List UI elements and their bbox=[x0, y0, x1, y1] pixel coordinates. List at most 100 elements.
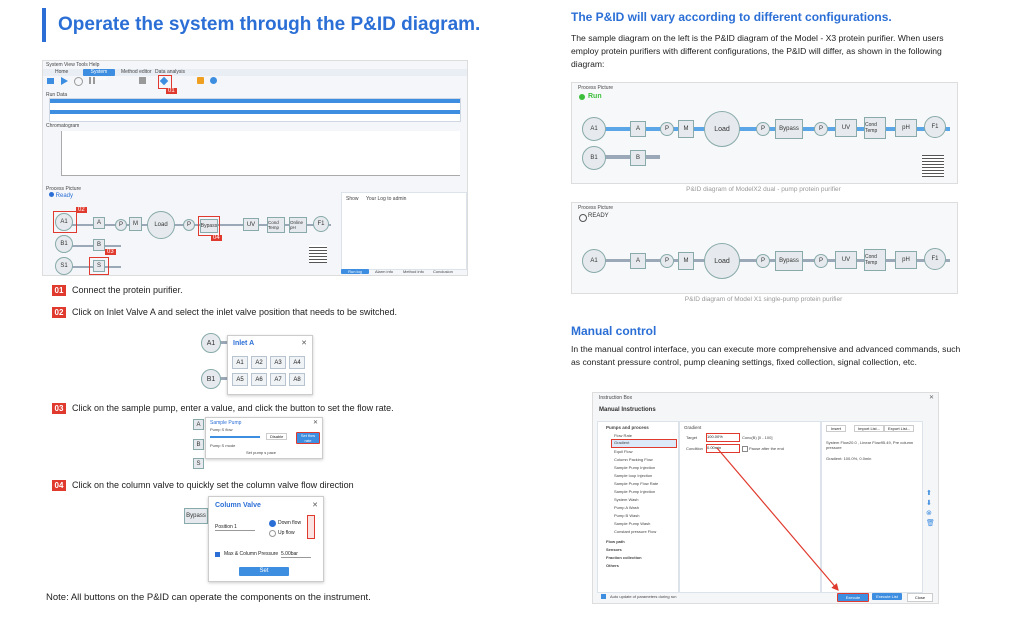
fraction-f1[interactable]: F1 bbox=[313, 216, 329, 232]
connect-button[interactable] bbox=[158, 75, 172, 89]
tab-method-editor[interactable]: Method editor bbox=[121, 69, 152, 75]
tree-item[interactable]: Sample Pump Wash bbox=[614, 521, 651, 526]
pressure-p[interactable]: P bbox=[756, 122, 770, 136]
post-pressure-p[interactable]: P bbox=[814, 254, 828, 268]
inlet-valve-a[interactable]: A bbox=[93, 217, 105, 229]
target-input[interactable]: 100.00% bbox=[706, 433, 740, 442]
fraction-f1[interactable]: F1 bbox=[924, 116, 946, 138]
down-flow-radio[interactable] bbox=[269, 520, 276, 527]
uv-detector[interactable]: UV bbox=[835, 119, 857, 137]
tree-root[interactable]: Pumps and process bbox=[606, 425, 649, 430]
tab-method-info[interactable]: Method info bbox=[403, 269, 424, 274]
close-icon[interactable]: ✕ bbox=[301, 340, 307, 347]
execute-list-button[interactable]: Execute List bbox=[872, 593, 902, 600]
delete-icon[interactable]: 🗑 bbox=[926, 520, 935, 527]
pause-checkbox[interactable] bbox=[742, 446, 748, 452]
mixer-m[interactable]: M bbox=[678, 120, 694, 138]
run-icon[interactable] bbox=[61, 77, 68, 85]
tree-item[interactable]: Sample loop Injection bbox=[614, 473, 653, 478]
valve-a[interactable]: A bbox=[193, 419, 204, 430]
position-a4[interactable]: A4 bbox=[289, 356, 305, 369]
tree-item[interactable]: Pump B Wash bbox=[614, 513, 640, 518]
bypass-node[interactable]: Bypass bbox=[184, 508, 208, 524]
inlet-a1[interactable]: A1 bbox=[582, 117, 606, 141]
close-icon[interactable]: ✕ bbox=[312, 502, 318, 509]
inlet-a1[interactable]: A1 bbox=[55, 213, 73, 231]
mixer-m[interactable]: M bbox=[129, 217, 142, 231]
close-button[interactable]: Close bbox=[907, 593, 933, 602]
up-flow-radio[interactable] bbox=[269, 530, 276, 537]
tree-item[interactable]: System Wash bbox=[614, 497, 639, 502]
inlet-valve-a[interactable]: A bbox=[630, 121, 646, 137]
pump-p[interactable]: P bbox=[115, 219, 127, 231]
tree-item-gradient-selected[interactable] bbox=[611, 439, 677, 448]
tree-group[interactable]: Fraction collection bbox=[606, 555, 642, 560]
window-close-icon[interactable]: ✕ bbox=[928, 395, 934, 401]
load-valve[interactable]: Load bbox=[704, 111, 740, 147]
pump-mode-value[interactable]: Set pump s pace bbox=[246, 450, 277, 455]
tree-group[interactable]: Sensors bbox=[606, 547, 622, 552]
online-ph[interactable]: Online pH bbox=[289, 217, 307, 233]
tab-data-analysis[interactable]: Data analysis bbox=[155, 69, 186, 75]
inlet-b1[interactable]: B1 bbox=[55, 235, 73, 253]
position-a1[interactable]: A1 bbox=[232, 356, 248, 369]
post-pressure-p[interactable]: P bbox=[814, 122, 828, 136]
tree-item[interactable]: Flow Rate bbox=[614, 433, 633, 438]
tree-item[interactable]: Column Packing Flow bbox=[614, 457, 653, 462]
set-flow-rate-button[interactable]: Set flow rate bbox=[296, 432, 320, 444]
remove-icon[interactable]: ⊗ bbox=[926, 510, 932, 517]
insert-button[interactable]: Insert bbox=[826, 425, 847, 432]
inlet-a1[interactable]: A1 bbox=[582, 249, 606, 273]
inlet-a1[interactable]: A1 bbox=[201, 333, 221, 353]
tab-run-log[interactable]: Run log bbox=[341, 269, 369, 274]
tree-item[interactable]: Sample Pump Flow Rate bbox=[614, 481, 659, 486]
tab-home[interactable]: Home bbox=[55, 69, 69, 75]
tree-item[interactable]: Constant pressure Flow bbox=[614, 529, 657, 534]
tree-item[interactable]: Pump A Wash bbox=[614, 505, 639, 510]
move-up-icon[interactable]: ⬆ bbox=[926, 490, 932, 497]
tab-alarm[interactable]: Alarm info bbox=[375, 269, 394, 274]
position-a5[interactable]: A5 bbox=[232, 373, 248, 386]
close-icon[interactable]: ✕ bbox=[312, 420, 318, 426]
column-bypass[interactable]: Bypass bbox=[775, 119, 803, 139]
ph-meter[interactable]: pH bbox=[895, 119, 917, 137]
valve-s[interactable]: S bbox=[193, 458, 204, 469]
tab-system-control[interactable]: System control bbox=[83, 69, 115, 82]
position-a8[interactable]: A8 bbox=[289, 373, 305, 386]
load-valve[interactable]: Load bbox=[147, 211, 175, 239]
inlet-valve-b[interactable]: B bbox=[93, 239, 105, 251]
inlet-valve-a[interactable]: A bbox=[630, 253, 646, 269]
column-valve-bypass[interactable]: Bypass bbox=[200, 219, 218, 233]
position-a7[interactable]: A7 bbox=[270, 373, 286, 386]
pump-p[interactable]: P bbox=[660, 122, 674, 136]
auto-update-checkbox[interactable] bbox=[601, 594, 606, 599]
disable-button[interactable]: Disable bbox=[266, 433, 288, 440]
position-a3[interactable]: A3 bbox=[270, 356, 286, 369]
flow-slider[interactable] bbox=[210, 436, 260, 438]
inlet-s1[interactable]: S1 bbox=[55, 257, 73, 275]
export-list-button[interactable]: Export List... bbox=[884, 425, 915, 432]
position-select[interactable]: Position 1 bbox=[215, 524, 255, 531]
execute-button[interactable]: Execute bbox=[837, 593, 869, 602]
cond-temp[interactable]: Cond Temp bbox=[864, 117, 886, 139]
ph-meter[interactable]: pH bbox=[895, 251, 917, 269]
set-button[interactable]: Set bbox=[239, 567, 289, 576]
open-icon[interactable] bbox=[47, 78, 54, 84]
max-pressure-checkbox[interactable] bbox=[215, 552, 220, 557]
hold-icon[interactable] bbox=[74, 77, 83, 86]
manual-icon[interactable] bbox=[210, 77, 217, 84]
cond-temp[interactable]: Cond Temp bbox=[267, 217, 285, 233]
pause-icon[interactable] bbox=[89, 77, 95, 84]
condition-input[interactable]: 0.00min bbox=[706, 444, 740, 453]
fraction-f1[interactable]: F1 bbox=[924, 248, 946, 270]
tree-item[interactable]: Sample Pump Injection bbox=[614, 465, 656, 470]
uv-detector[interactable]: UV bbox=[243, 218, 259, 231]
valve-b[interactable]: B bbox=[193, 439, 204, 450]
tree-item[interactable]: Gradient bbox=[614, 440, 630, 445]
tab-conclusion[interactable]: Conclusion bbox=[433, 269, 453, 274]
inlet-b1[interactable]: B1 bbox=[582, 146, 606, 170]
pressure-p[interactable]: P bbox=[756, 254, 770, 268]
position-a6[interactable]: A6 bbox=[251, 373, 267, 386]
inlet-valve-b[interactable]: B bbox=[630, 150, 646, 166]
uv-detector[interactable]: UV bbox=[835, 251, 857, 269]
